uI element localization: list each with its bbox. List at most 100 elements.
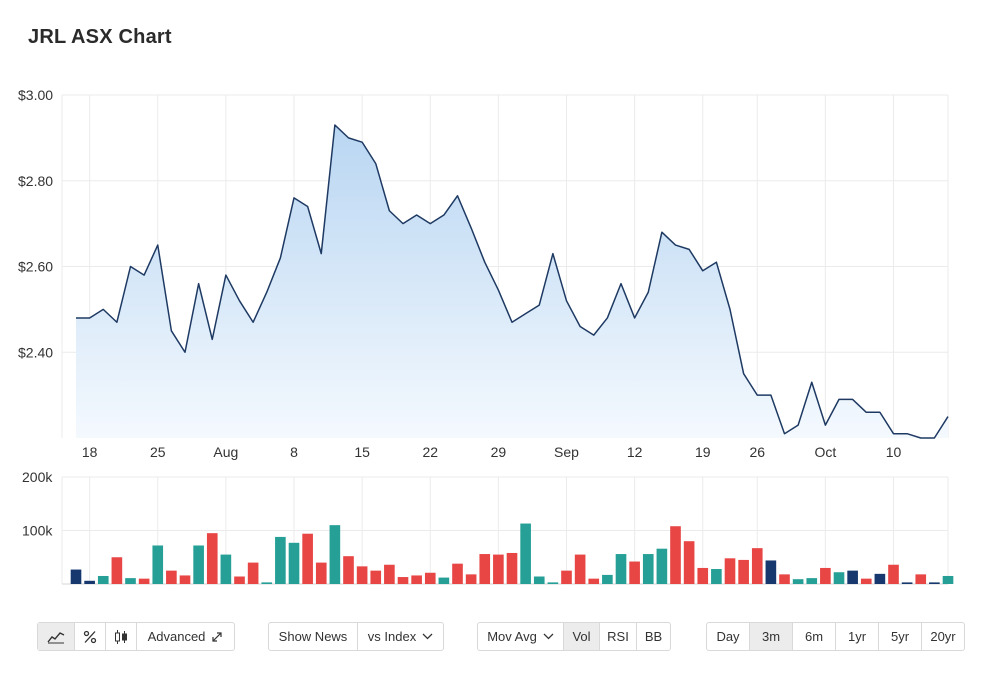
volume-bar <box>247 562 259 584</box>
volume-bar <box>888 564 899 584</box>
vs-index-label: vs Index <box>367 629 417 644</box>
volume-bar <box>152 545 164 584</box>
chart-type-toolbar: Advanced <box>37 622 235 651</box>
volume-bar <box>588 578 600 584</box>
volume-bar <box>615 554 627 584</box>
volume-bar <box>315 562 327 584</box>
volume-bar <box>792 579 804 584</box>
x-tick-label: Aug <box>213 444 238 460</box>
volume-bar <box>261 582 273 584</box>
volume-bar <box>765 560 777 584</box>
range-button-20yr[interactable]: 20yr <box>921 623 964 650</box>
advanced-label: Advanced <box>147 629 206 644</box>
candlestick-icon <box>115 629 127 644</box>
x-tick-label: 12 <box>627 444 643 460</box>
percent-icon <box>83 630 97 643</box>
advanced-button[interactable]: Advanced <box>136 623 234 650</box>
indicators-toolbar: Mov Avg Vol RSI BB <box>477 622 671 651</box>
volume-bar <box>942 575 954 584</box>
x-tick-label: Oct <box>814 444 836 460</box>
volume-bar <box>370 570 382 585</box>
volume-bar <box>642 554 654 584</box>
range-button-6m[interactable]: 6m <box>792 623 835 650</box>
volume-bar <box>561 570 572 585</box>
volume-bar <box>302 533 313 584</box>
chevron-down-icon <box>422 633 433 640</box>
volume-bar <box>220 554 232 584</box>
volume-bar <box>465 574 477 584</box>
percent-button[interactable] <box>74 623 105 650</box>
volume-bar <box>452 563 463 584</box>
expand-icon <box>212 631 223 642</box>
news-index-toolbar: Show News vs Index <box>268 622 444 651</box>
range-button-5yr[interactable]: 5yr <box>878 623 921 650</box>
volume-bar <box>751 548 763 584</box>
volume-bar <box>479 554 491 584</box>
volume-bar <box>506 552 518 584</box>
volume-bar <box>329 525 341 584</box>
volume-bar <box>915 574 927 584</box>
volume-bars <box>70 523 954 585</box>
candlestick-button[interactable] <box>105 623 136 650</box>
volume-bar <box>384 564 395 584</box>
volume-bar <box>111 557 123 584</box>
range-toolbar: Day 3m 6m 1yr 5yr 20yr <box>706 622 965 651</box>
volume-bar <box>438 577 450 584</box>
x-tick-label: 15 <box>354 444 370 460</box>
x-tick-label: 26 <box>749 444 765 460</box>
bb-toggle[interactable]: BB <box>636 623 670 650</box>
range-button-3m[interactable]: 3m <box>749 623 792 650</box>
show-news-button[interactable]: Show News <box>278 629 348 644</box>
volume-bar <box>874 573 886 584</box>
mov-avg-label: Mov Avg <box>487 629 537 644</box>
volume-tick-label: 100k <box>22 523 53 539</box>
volume-bar <box>193 545 204 584</box>
price-line <box>76 124 949 439</box>
volume-bar <box>779 574 790 584</box>
volume-bar <box>820 567 831 584</box>
x-tick-label: 19 <box>695 444 711 460</box>
volume-bar <box>574 554 586 584</box>
mov-avg-dropdown[interactable]: Mov Avg <box>478 623 563 650</box>
volume-bar <box>493 554 504 584</box>
price-area <box>76 125 948 438</box>
price-tick-label: $2.60 <box>18 259 53 275</box>
chart-svg: $3.00 $2.80 $2.60 $2.40 18 25 Aug 8 15 22 29 Sep 12… <box>18 87 954 585</box>
volume-bar <box>860 578 872 584</box>
volume-bar <box>670 526 681 584</box>
volume-bar <box>411 575 422 584</box>
volume-bar <box>206 533 218 584</box>
line-chart-button[interactable] <box>38 623 74 650</box>
volume-bar <box>84 580 95 584</box>
volume-bar <box>711 569 722 584</box>
price-tick-label: $3.00 <box>18 87 53 103</box>
vol-toggle[interactable]: Vol <box>563 623 599 650</box>
range-button-1yr[interactable]: 1yr <box>835 623 878 650</box>
x-tick-label: Sep <box>554 444 579 460</box>
price-tick-label: $2.80 <box>18 173 53 189</box>
x-tick-label: 8 <box>290 444 298 460</box>
volume-bar <box>166 570 177 585</box>
volume-bar <box>70 569 82 584</box>
range-button-day[interactable]: Day <box>716 629 740 644</box>
volume-bar <box>547 582 559 584</box>
volume-bar <box>724 558 736 584</box>
volume-bar <box>356 566 368 584</box>
volume-bar <box>697 567 709 584</box>
line-chart-icon <box>47 631 65 643</box>
volume-bar <box>929 582 940 584</box>
volume-y-axis: 200k 100k <box>22 469 53 539</box>
vs-index-dropdown[interactable]: vs Index <box>357 623 443 650</box>
volume-bar <box>533 576 545 584</box>
x-tick-label: 10 <box>886 444 902 460</box>
volume-bar <box>97 575 109 584</box>
x-tick-label: 18 <box>82 444 98 460</box>
volume-bar <box>656 548 668 584</box>
x-tick-label: 25 <box>150 444 166 460</box>
volume-bar <box>806 578 818 584</box>
rsi-toggle[interactable]: RSI <box>599 623 636 650</box>
chart-title: JRL ASX Chart <box>28 26 172 48</box>
volume-bar <box>125 578 136 584</box>
volume-bar <box>629 561 640 584</box>
volume-bar <box>602 574 613 584</box>
